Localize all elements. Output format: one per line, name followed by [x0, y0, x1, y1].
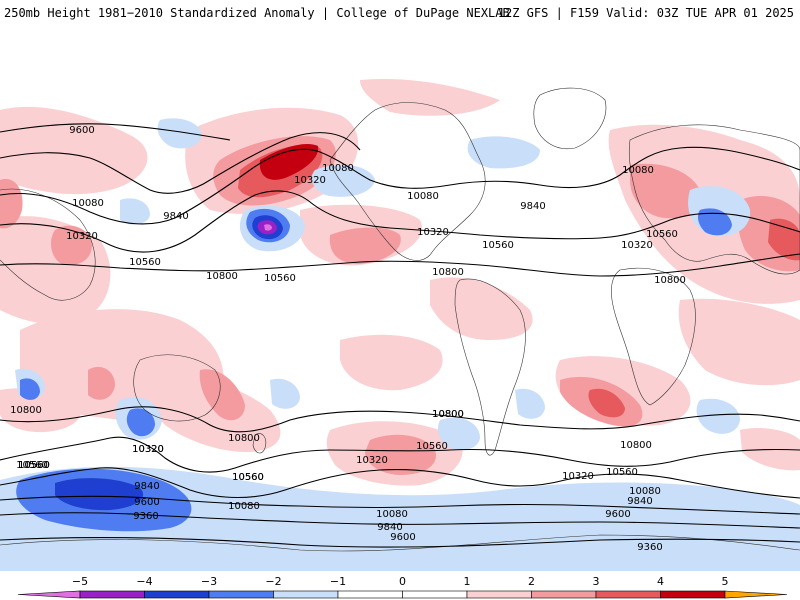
map-title: 250mb Height 1981−2010 Standardized Anom… [4, 6, 510, 20]
anomaly-colorbar: −5 −4 −3 −2 −1 0 1 2 3 4 5 [0, 572, 800, 600]
colorbar-swatch [144, 590, 210, 599]
contour-label: 9360 [637, 542, 662, 553]
colorbar-swatch [208, 590, 274, 599]
colorbar-right-arrow [724, 590, 788, 599]
contour-label: 10800 [10, 405, 42, 416]
colorbar-tick-label: 1 [464, 575, 471, 588]
contour-label: 10560 [482, 240, 514, 251]
contour-label: 10080 [376, 509, 408, 520]
contour-label: 10560 [232, 472, 264, 483]
colorbar-swatch [402, 590, 468, 599]
colorbar-tick-labels: −5 −4 −3 −2 −1 0 1 2 3 4 5 [72, 575, 729, 588]
contour-label: 10320 [294, 175, 326, 186]
contour-label: 10320 [356, 455, 388, 466]
contour-label: 10320 [562, 471, 594, 482]
contour-label: 9840 [377, 522, 402, 533]
colorbar-tick-label: 0 [399, 575, 406, 588]
contour-label: 10080 [228, 501, 260, 512]
colorbar-swatch [660, 590, 726, 599]
contour-label: 10800 [206, 271, 238, 282]
colorbar-swatches [17, 590, 788, 599]
colorbar-tick-label: −2 [265, 575, 281, 588]
contour-label: 10320 [621, 240, 653, 251]
colorbar-swatch [273, 590, 339, 599]
contour-label: 10560 [264, 273, 296, 284]
contour-label: 10800 [228, 433, 260, 444]
contour-label: 10320 [132, 444, 164, 455]
colorbar-tick-label: 2 [528, 575, 535, 588]
colorbar-swatch [531, 590, 597, 599]
contour-label: 9360 [133, 511, 158, 522]
contour-label: 10560 [416, 441, 448, 452]
contour-label: 10080 [322, 163, 354, 174]
colorbar-tick-label: 4 [657, 575, 664, 588]
contour-label: 10320 [132, 444, 164, 455]
colorbar-tick-label: −3 [201, 575, 217, 588]
contour-label: 9840 [163, 211, 188, 222]
contour-label: 10800 [432, 409, 464, 420]
contour-label: 10560 [18, 460, 50, 471]
colorbar-tick-label: −5 [72, 575, 88, 588]
contour-label: 9840 [520, 201, 545, 212]
contour-label: 10320 [66, 231, 98, 242]
contour-label: 10560 [16, 460, 48, 471]
contour-label: 9600 [605, 509, 630, 520]
contour-label: 10800 [654, 275, 686, 286]
model-valid-time: 12Z GFS | F159 Valid: 03Z TUE APR 01 202… [497, 6, 794, 20]
colorbar-swatch [466, 590, 532, 599]
colorbar-tick-label: 5 [722, 575, 729, 588]
world-anomaly-map: 9600 10080 10320 9840 10080 10560 10800 10560 10… [0, 40, 800, 571]
contour-label: 10320 [417, 227, 449, 238]
contour-label: 10560 [646, 229, 678, 240]
contour-label: 10080 [629, 486, 661, 497]
colorbar-swatch [595, 590, 661, 599]
map-header: 250mb Height 1981−2010 Standardized Anom… [0, 0, 800, 28]
contour-label: 10800 [432, 267, 464, 278]
contour-label: 10080 [407, 191, 439, 202]
contour-label: 10560 [129, 257, 161, 268]
contour-label: 9840 [627, 496, 652, 507]
contour-label: 10560 [232, 472, 264, 483]
height-contours [0, 123, 800, 548]
contour-label: 9840 [134, 481, 159, 492]
colorbar-swatch [79, 590, 145, 599]
contour-label: 10560 [18, 460, 50, 471]
colorbar-tick-label: 3 [593, 575, 600, 588]
anomaly-shading [0, 79, 800, 571]
contour-label: 10800 [620, 440, 652, 451]
colorbar-swatch [337, 590, 403, 599]
contour-label: 10560 [606, 467, 638, 478]
contour-label: 10800 [432, 409, 464, 420]
contour-label: 10080 [622, 165, 654, 176]
contour-label: 9600 [390, 532, 415, 543]
contour-label: 9600 [69, 125, 94, 136]
colorbar-left-arrow [17, 590, 81, 599]
contour-label: 9600 [134, 497, 159, 508]
contour-label: 10080 [72, 198, 104, 209]
colorbar-tick-label: −1 [330, 575, 346, 588]
colorbar-tick-label: −4 [136, 575, 152, 588]
